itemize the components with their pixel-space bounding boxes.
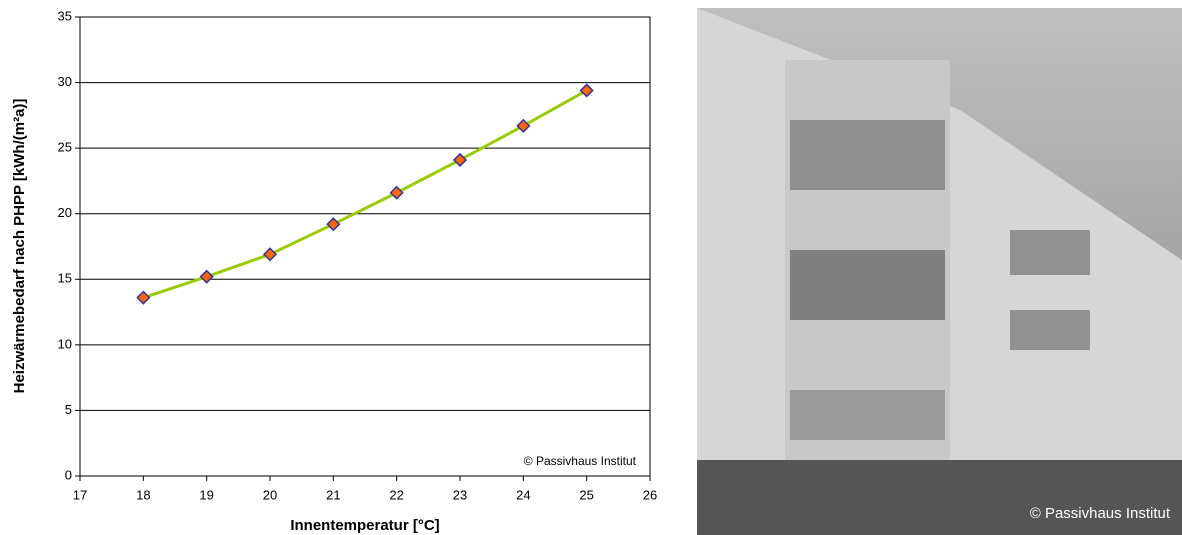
balcony: [790, 120, 945, 190]
ground: [697, 460, 1182, 535]
x-tick-label: 22: [389, 487, 403, 502]
watermark: © Passivhaus Institut: [524, 454, 637, 468]
y-tick-label: 30: [58, 74, 72, 89]
y-tick-label: 15: [58, 271, 72, 286]
x-axis-label: Innentemperatur [°C]: [290, 517, 439, 534]
data-line: [143, 90, 586, 297]
x-tick-label: 26: [643, 487, 657, 502]
y-tick-label: 5: [65, 402, 72, 417]
data-point: [581, 84, 593, 96]
data-point: [327, 218, 339, 230]
x-tick-label: 19: [199, 487, 213, 502]
x-tick-label: 21: [326, 487, 340, 502]
data-point: [264, 248, 276, 260]
x-tick-label: 25: [579, 487, 593, 502]
figure: © Passivhaus Institut Heizwärmebedarf na…: [0, 0, 1182, 535]
y-tick-label: 0: [65, 467, 72, 482]
x-tick-label: 17: [73, 487, 87, 502]
y-tick-label: 25: [58, 140, 72, 155]
data-point: [517, 120, 529, 132]
y-tick-label: 20: [58, 205, 72, 220]
data-point: [137, 292, 149, 304]
balcony: [1010, 310, 1090, 350]
x-tick-label: 24: [516, 487, 530, 502]
y-axis-label: Heizwärmebedarf nach PHPP [kWh/(m²a)]: [11, 99, 28, 394]
y-tick-label: 35: [58, 8, 72, 23]
balcony: [790, 250, 945, 320]
data-point: [201, 271, 213, 283]
data-point: [454, 154, 466, 166]
page: © Passivhaus Institut Heizwärmebedarf na…: [0, 0, 1182, 535]
x-tick-label: 20: [263, 487, 277, 502]
y-tick-label: 10: [58, 336, 72, 351]
balcony: [1010, 230, 1090, 275]
plot-frame: [80, 17, 650, 476]
photo-caption: © Passivhaus Institut: [1030, 505, 1171, 522]
photo: © Passivhaus Institut: [697, 8, 1182, 535]
data-point: [391, 187, 403, 199]
balcony: [790, 390, 945, 440]
x-tick-label: 23: [453, 487, 467, 502]
x-tick-label: 18: [136, 487, 150, 502]
